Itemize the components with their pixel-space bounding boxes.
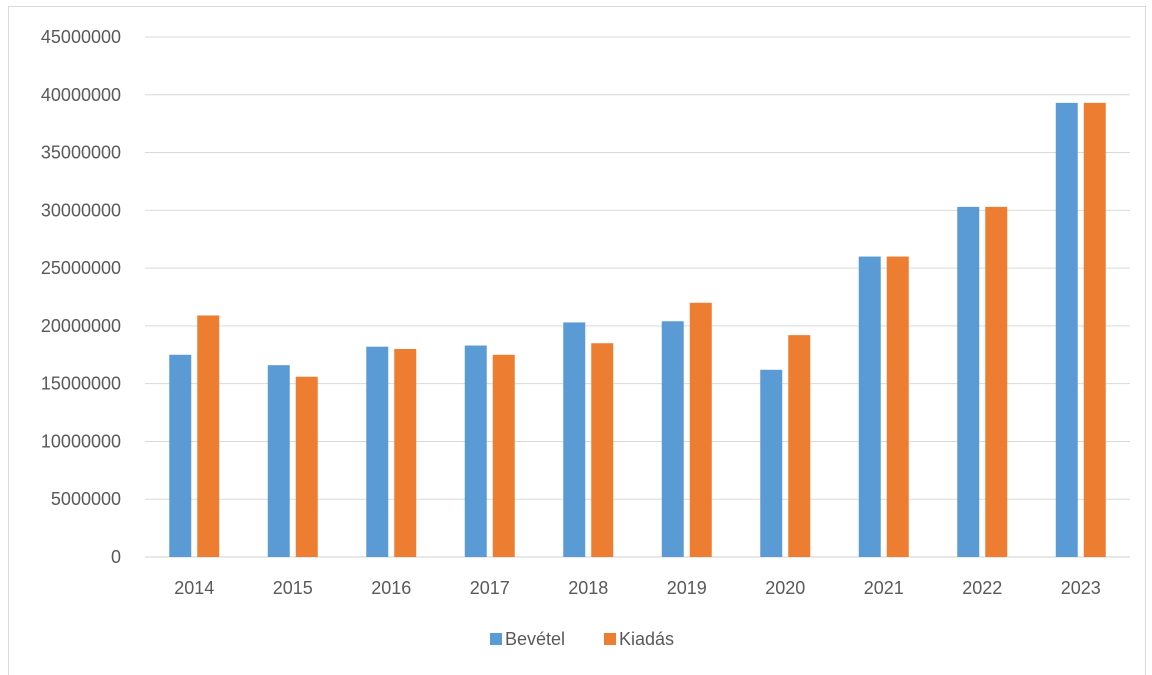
y-tick-label: 15000000 — [41, 374, 121, 394]
bar-kiad-s-2019 — [689, 302, 712, 557]
x-tick-label: 2018 — [568, 578, 608, 598]
legend: Bevétel Kiadás — [490, 629, 674, 649]
y-tick-label: 0 — [111, 547, 121, 567]
x-tick-label: 2014 — [174, 578, 214, 598]
y-tick-label: 20000000 — [41, 316, 121, 336]
legend-swatch — [604, 633, 616, 645]
legend-item: Kiadás — [604, 629, 674, 649]
x-axis-ticks: 2014 2015 2016 2017 2018 2019 2020 2021 2022 2023 — [174, 578, 1101, 598]
y-tick-label: 35000000 — [41, 143, 121, 163]
bar-kiad-s-2023 — [1083, 102, 1106, 557]
bar-bev-tel-2022 — [957, 206, 980, 557]
legend-swatch — [490, 633, 502, 645]
x-tick-label: 2020 — [765, 578, 805, 598]
gridlines — [145, 36, 1130, 558]
x-tick-label: 2023 — [1061, 578, 1101, 598]
bar-kiad-s-2016 — [394, 349, 417, 557]
bar-bev-tel-2019 — [661, 321, 684, 557]
bar-kiad-s-2017 — [492, 354, 515, 557]
bar-kiad-s-2021 — [886, 256, 909, 557]
y-tick-label: 25000000 — [41, 258, 121, 278]
bar-bev-tel-2021 — [858, 256, 881, 557]
y-tick-label: 10000000 — [41, 431, 121, 451]
legend-item: Bevétel — [490, 629, 565, 649]
y-tick-label: 30000000 — [41, 200, 121, 220]
bar-kiad-s-2022 — [985, 206, 1008, 557]
x-tick-label: 2022 — [962, 578, 1002, 598]
bar-bev-tel-2017 — [464, 345, 487, 557]
x-tick-label: 2021 — [864, 578, 904, 598]
x-tick-label: 2016 — [371, 578, 411, 598]
y-tick-label: 5000000 — [51, 489, 121, 509]
bar-kiad-s-2018 — [591, 343, 614, 557]
x-tick-label: 2017 — [470, 578, 510, 598]
y-tick-label: 45000000 — [41, 27, 121, 47]
y-axis-ticks: 0 5000000 10000000 15000000 20000000 25000000… — [41, 27, 121, 567]
legend-label: Bevétel — [505, 629, 565, 649]
y-tick-label: 40000000 — [41, 85, 121, 105]
bar-kiad-s-2020 — [788, 335, 811, 557]
x-tick-label: 2015 — [273, 578, 313, 598]
x-tick-label: 2019 — [667, 578, 707, 598]
bar-kiad-s-2015 — [295, 376, 318, 557]
bar-bev-tel-2018 — [563, 322, 586, 557]
bar-bev-tel-2014 — [169, 354, 192, 557]
bar-bev-tel-2015 — [267, 365, 290, 557]
bar-kiad-s-2014 — [197, 315, 220, 557]
bar-bev-tel-2023 — [1055, 102, 1078, 557]
legend-label: Kiadás — [619, 629, 674, 649]
bar-bev-tel-2020 — [760, 369, 783, 557]
bar-bev-tel-2016 — [366, 346, 389, 557]
bars — [169, 102, 1106, 557]
